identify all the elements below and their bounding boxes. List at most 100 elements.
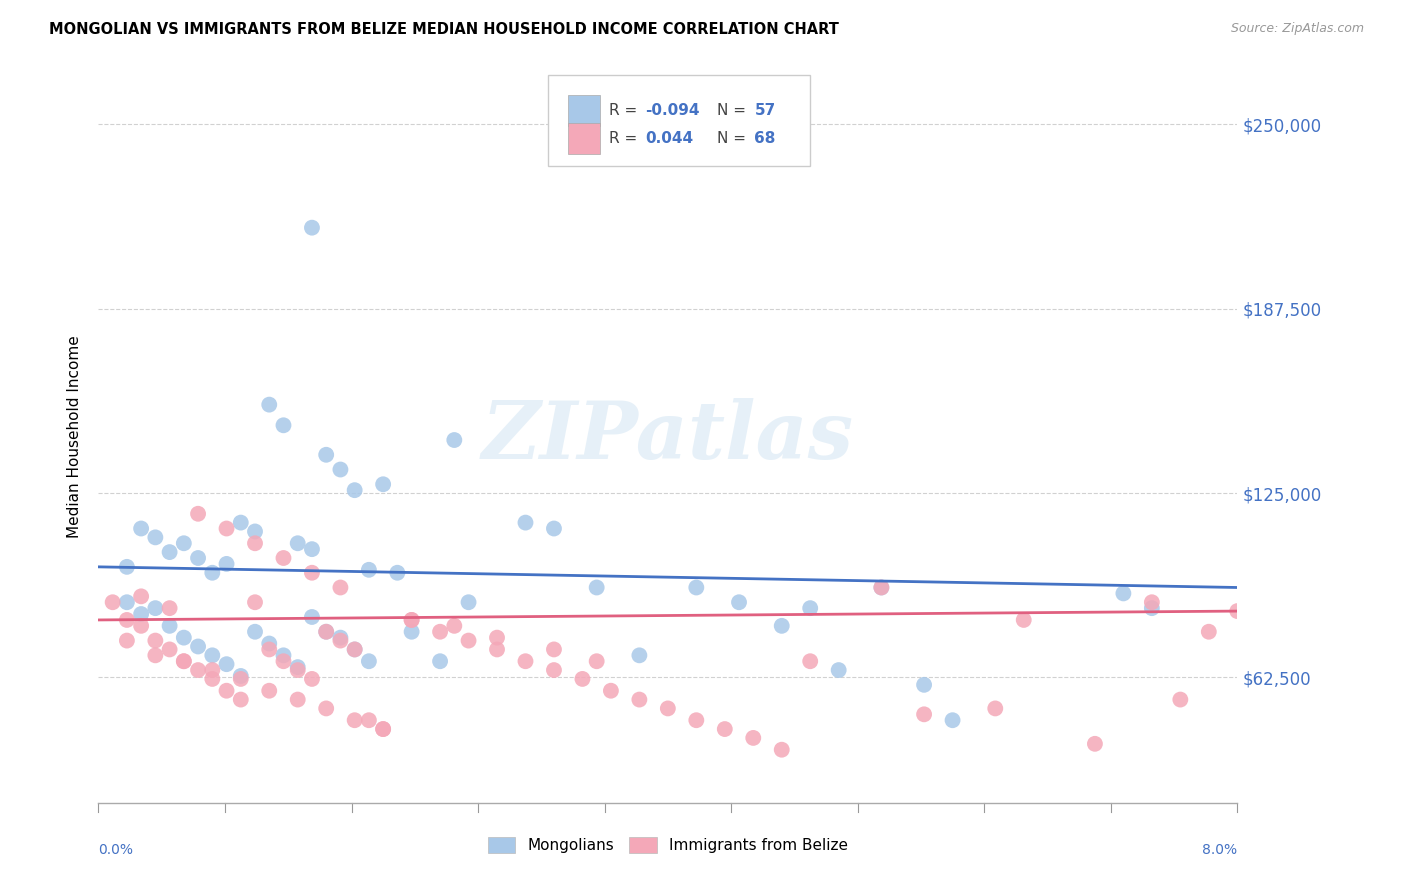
Point xyxy=(259,683,281,698)
Point xyxy=(770,742,793,756)
Point xyxy=(273,648,295,663)
Point xyxy=(273,418,295,433)
Point xyxy=(387,566,409,580)
Point xyxy=(357,713,380,727)
Point xyxy=(984,701,1007,715)
Text: 0.044: 0.044 xyxy=(645,131,693,146)
Point xyxy=(742,731,765,745)
Point xyxy=(770,619,793,633)
Point xyxy=(685,713,707,727)
Point xyxy=(273,654,295,668)
Point xyxy=(201,566,224,580)
Point xyxy=(273,551,295,566)
FancyBboxPatch shape xyxy=(548,75,810,167)
Point xyxy=(243,524,266,539)
Point xyxy=(401,624,423,639)
Point xyxy=(870,581,893,595)
Point xyxy=(187,663,209,677)
Point xyxy=(1140,595,1163,609)
Point xyxy=(315,624,337,639)
Point xyxy=(515,516,537,530)
Point xyxy=(129,607,152,621)
Point xyxy=(1112,586,1135,600)
Point xyxy=(301,610,323,624)
Point xyxy=(287,536,309,550)
Point xyxy=(628,692,651,706)
Point xyxy=(243,536,266,550)
Point xyxy=(259,398,281,412)
Point xyxy=(315,624,337,639)
Point xyxy=(486,642,509,657)
Point xyxy=(543,663,565,677)
Point xyxy=(215,683,238,698)
Point xyxy=(1226,604,1249,618)
Point xyxy=(571,672,593,686)
Point xyxy=(401,613,423,627)
Point xyxy=(329,633,352,648)
Point xyxy=(243,624,266,639)
Point xyxy=(145,633,167,648)
Point xyxy=(357,563,380,577)
Point xyxy=(259,642,281,657)
Point xyxy=(828,663,851,677)
Point xyxy=(942,713,965,727)
Point xyxy=(714,722,737,736)
Point xyxy=(159,601,181,615)
FancyBboxPatch shape xyxy=(568,95,599,126)
Point xyxy=(159,545,181,559)
Text: 8.0%: 8.0% xyxy=(1202,843,1237,857)
Y-axis label: Median Household Income: Median Household Income xyxy=(67,335,83,539)
Legend: Mongolians, Immigrants from Belize: Mongolians, Immigrants from Belize xyxy=(479,830,856,861)
Point xyxy=(159,619,181,633)
Point xyxy=(443,433,465,447)
Point xyxy=(173,631,195,645)
Point xyxy=(229,692,252,706)
Text: R =: R = xyxy=(609,131,647,146)
Point xyxy=(243,595,266,609)
Point xyxy=(329,462,352,476)
Text: 57: 57 xyxy=(755,103,776,119)
Point xyxy=(215,657,238,672)
Point xyxy=(129,590,152,604)
Point xyxy=(215,557,238,571)
Text: -0.094: -0.094 xyxy=(645,103,700,119)
Point xyxy=(315,701,337,715)
Point xyxy=(201,663,224,677)
Point xyxy=(229,672,252,686)
Point xyxy=(215,521,238,535)
Text: MONGOLIAN VS IMMIGRANTS FROM BELIZE MEDIAN HOUSEHOLD INCOME CORRELATION CHART: MONGOLIAN VS IMMIGRANTS FROM BELIZE MEDI… xyxy=(49,22,839,37)
Point xyxy=(287,692,309,706)
Text: R =: R = xyxy=(609,103,641,119)
Point xyxy=(912,678,935,692)
Point xyxy=(301,566,323,580)
Point xyxy=(600,683,623,698)
Point xyxy=(429,654,451,668)
Point xyxy=(229,669,252,683)
Point xyxy=(371,722,394,736)
Point xyxy=(187,640,209,654)
Point xyxy=(371,722,394,736)
Point xyxy=(457,595,479,609)
Point xyxy=(287,660,309,674)
Point xyxy=(401,613,423,627)
Point xyxy=(187,507,209,521)
Point xyxy=(173,654,195,668)
Text: N =: N = xyxy=(717,131,751,146)
Point xyxy=(343,713,366,727)
Point xyxy=(443,619,465,633)
Point xyxy=(1012,613,1035,627)
Point xyxy=(912,707,935,722)
FancyBboxPatch shape xyxy=(568,123,599,154)
Point xyxy=(301,542,323,557)
Point xyxy=(585,654,607,668)
Point xyxy=(129,619,152,633)
Point xyxy=(201,672,224,686)
Text: Source: ZipAtlas.com: Source: ZipAtlas.com xyxy=(1230,22,1364,36)
Text: 0.0%: 0.0% xyxy=(98,843,134,857)
Point xyxy=(357,654,380,668)
Point xyxy=(343,483,366,498)
Point xyxy=(543,521,565,535)
Point xyxy=(129,521,152,535)
Point xyxy=(287,663,309,677)
Text: ZIPatlas: ZIPatlas xyxy=(482,399,853,475)
